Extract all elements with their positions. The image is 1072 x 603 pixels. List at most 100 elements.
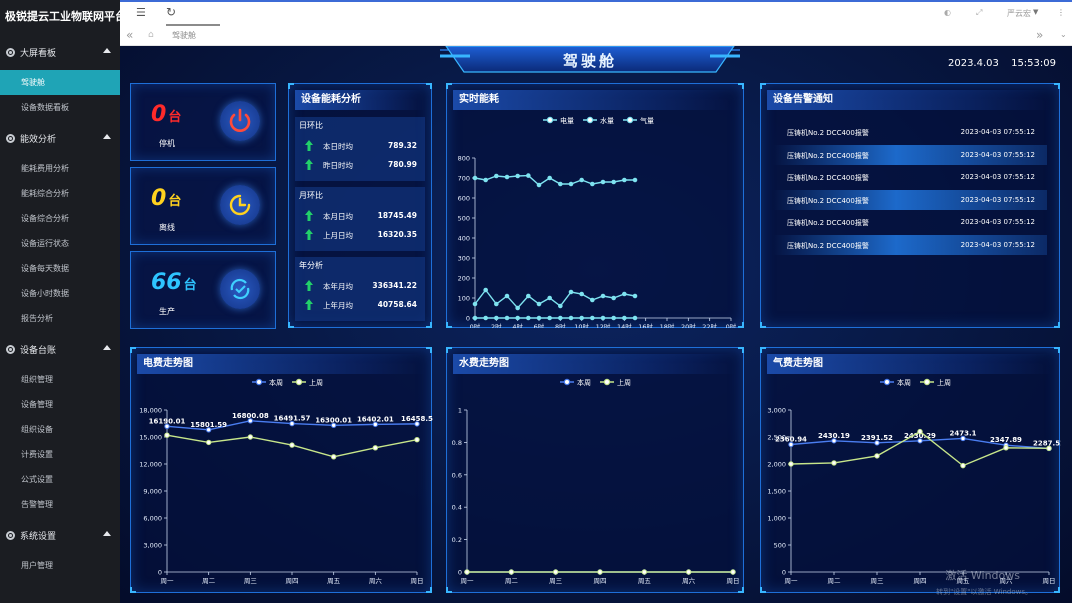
sidebar-item-2-2[interactable]: 组织设备 [21,425,53,434]
y-tick-label: 700 [458,175,470,183]
electricity-trend-title: 电费走势图 [137,354,425,374]
tab-scroll-left-icon[interactable]: « [126,28,134,42]
collapse-caret-icon[interactable] [103,134,111,139]
sidebar-item-1-1[interactable]: 能耗综合分析 [21,189,69,198]
data-point [526,173,531,178]
sidebar-item-2-1[interactable]: 设备管理 [21,400,53,409]
data-point [611,179,616,185]
data-point [917,438,923,444]
x-tick-label: 周六 [682,576,696,585]
y-tick-label: 3,000 [767,407,786,415]
x-tick-label: 14时 [617,322,632,328]
data-point [205,439,212,446]
energy-row-label: 昨日时均 [323,161,353,170]
sidebar-item-2-0[interactable]: 组织管理 [21,375,53,384]
sidebar-group-2[interactable]: 设备台账 [0,331,120,367]
tab-menu-icon[interactable]: ⌄ [1060,30,1067,39]
collapse-caret-icon[interactable] [103,48,111,53]
y-tick-label: 300 [458,255,470,263]
sidebar-menu: 大屏看板 驾驶舱设备数据看板能效分析能耗费用分析 能耗综合分析 设备综合分析 设备运行状… [0,34,120,578]
legend-item[interactable]: 本周 [252,378,283,387]
alert-item[interactable]: 压铸机No.2 DCC400报警 2023-04-03 07:55:12 [773,167,1047,187]
sidebar-group-1[interactable]: 能效分析 [0,120,120,156]
sidebar-item-1-6[interactable]: 报告分析 [21,314,53,323]
alert-time: 2023-04-03 07:55:12 [960,173,1035,181]
data-point [632,177,638,183]
data-point [600,179,606,185]
sidebar-group-0[interactable]: 大屏看板 [0,34,120,70]
electricity-trend-chart: 本周 上周 0 3,000 6,000 9,000 12,000 15,000 18,000 周一… [139,378,433,585]
status-label: 离线 [159,223,175,232]
legend-item[interactable]: 本周 [560,378,591,387]
sidebar-item-1-2[interactable]: 设备综合分析 [21,214,69,223]
legend-item[interactable]: 本周 [880,378,911,387]
data-point [330,422,337,428]
sidebar-item-0-0[interactable]: 驾驶舱 [0,70,120,95]
x-tick-label: 8时 [555,322,566,328]
x-tick-label: 周五 [327,577,341,585]
data-point [547,295,552,301]
energy-row: 本年月均 336341.22 [305,279,417,293]
legend-marker [546,116,554,124]
data-point [917,428,923,435]
alert-name: 压铸机No.2 DCC400报警 [787,151,869,160]
data-point [472,315,478,321]
legend-label: 上周 [937,378,951,387]
x-tick-label: 周日 [727,577,740,585]
data-point [289,442,295,448]
alert-item[interactable]: 压铸机No.2 DCC400报警 2023-04-03 07:55:12 [773,212,1047,232]
fullscreen-ghost-icon[interactable]: ◐ [944,8,951,17]
expand-icon[interactable]: ⤢ [976,8,983,17]
sidebar-item-0-1[interactable]: 设备数据看板 [21,103,69,112]
user-name[interactable]: 严云宏 [1007,9,1031,18]
legend-label: 本周 [577,378,591,387]
dashboard: 驾驶舱 2023.4.03 15:53:09 0 台停机 0 台离线 66 台生产 设备能… [120,46,1072,603]
sidebar-item-2-4[interactable]: 公式设置 [21,475,53,484]
data-point [289,420,295,427]
data-label: 2287.51 [1033,439,1061,447]
sidebar-item-3-0[interactable]: 用户管理 [21,561,53,570]
sidebar-item-2-5[interactable]: 告警管理 [21,500,53,509]
sidebar-item-1-0[interactable]: 能耗费用分析 [21,164,69,173]
legend-item[interactable]: 上周 [292,378,323,387]
data-point [590,181,595,187]
alert-item[interactable]: 压铸机No.2 DCC400报警 2023-04-03 07:55:12 [773,122,1047,142]
user-dropdown-icon[interactable]: ▼ [1033,8,1039,16]
alert-item[interactable]: 压铸机No.2 DCC400报警 2023-04-03 07:55:12 [773,189,1047,210]
collapse-caret-icon[interactable] [103,531,111,536]
x-tick-label: 周一 [461,577,475,585]
collapse-caret-icon[interactable] [103,345,111,350]
legend-item[interactable]: 上周 [920,378,951,387]
y-tick-label: 2,000 [767,461,786,469]
y-tick-label: 200 [458,275,470,283]
data-point [536,182,542,188]
home-icon[interactable]: ⌂ [148,30,154,40]
sidebar-item-1-5[interactable]: 设备小时数据 [21,289,69,298]
legend-item[interactable]: 气量 [623,116,654,125]
refresh-icon[interactable]: ↻ [166,5,177,19]
x-tick-label: 周三 [244,577,257,585]
data-point [372,445,379,451]
data-point [590,315,595,321]
legend-item[interactable]: 电量 [543,116,574,125]
legend-label: 水量 [600,116,614,125]
more-icon[interactable]: ⋮ [1057,8,1065,17]
sidebar-group-3[interactable]: 系统设置 [0,517,120,553]
group-gear-icon [6,344,15,354]
tab-scroll-right-icon[interactable]: » [1036,28,1044,42]
legend-item[interactable]: 上周 [600,378,631,387]
alert-item[interactable]: 压铸机No.2 DCC400报警 2023-04-03 07:55:12 [773,234,1047,255]
menu-toggle-icon[interactable]: ☰ [136,6,146,19]
legend-item[interactable]: 水量 [583,116,614,125]
refresh-underline [166,24,220,26]
data-point [483,177,488,183]
alert-item[interactable]: 压铸机No.2 DCC400报警 2023-04-03 07:55:12 [773,144,1047,165]
data-point [831,438,837,444]
sidebar-item-2-3[interactable]: 计费设置 [21,450,53,459]
sidebar-item-1-4[interactable]: 设备每天数据 [21,264,69,273]
data-point [247,418,254,424]
sidebar-item-1-3[interactable]: 设备运行状态 [21,239,69,248]
tab-cockpit[interactable]: 驾驶舱 [172,31,196,40]
data-label: 2391.52 [861,434,893,442]
legend-marker [255,378,263,386]
